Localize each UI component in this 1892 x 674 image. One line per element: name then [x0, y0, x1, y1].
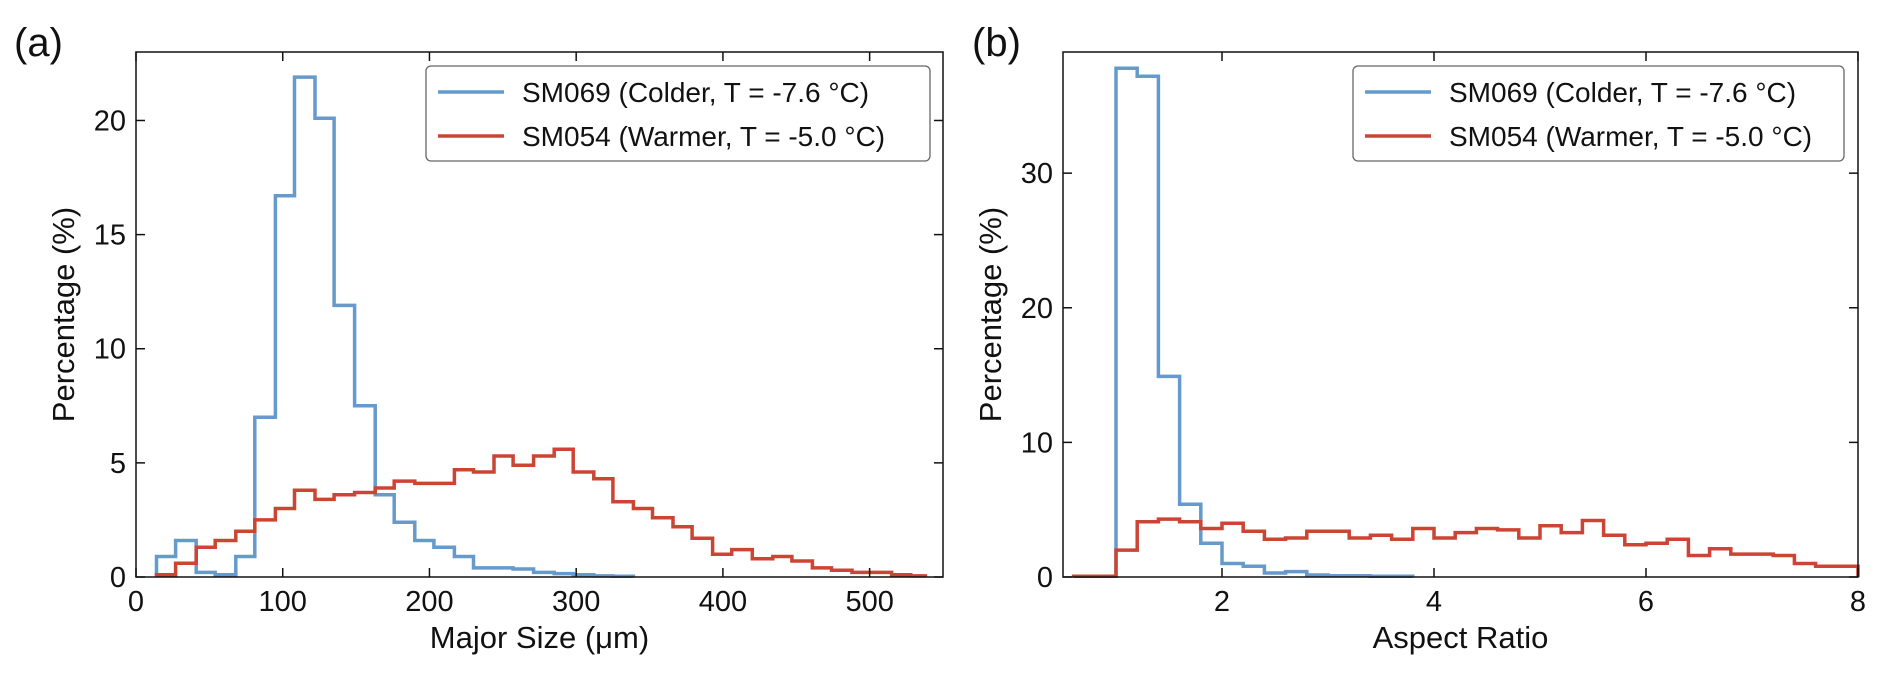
y-tick-label: 0 — [1037, 562, 1053, 594]
x-tick-label: 2 — [1214, 586, 1230, 618]
legend-label: SM069 (Colder, T = -7.6 °C) — [522, 77, 869, 108]
panel-label: (a) — [14, 21, 63, 65]
x-tick-label: 0 — [128, 586, 144, 618]
x-tick-label: 200 — [405, 586, 453, 618]
x-tick-label: 100 — [259, 586, 307, 618]
legend: SM069 (Colder, T = -7.6 °C) SM054 (Warmer… — [1352, 65, 1845, 162]
y-tick-label: 30 — [1021, 158, 1053, 190]
y-axis-label: Percentage (%) — [973, 207, 1008, 422]
panel-a: (a) 0 100 200 300 400 500 0 5 10 15 20 Major Size (… — [14, 21, 944, 655]
x-tick-label: 8 — [1850, 586, 1866, 618]
plot-frame — [1062, 51, 1859, 578]
panel-b: (b) 2 4 6 8 0 10 20 30 Aspect Ratio Percentage (%… — [972, 21, 1866, 655]
plot-frame — [135, 51, 944, 578]
y-tick-label: 20 — [94, 105, 126, 137]
y-tick-label: 5 — [110, 448, 126, 480]
legend-box — [425, 65, 931, 162]
y-axis-label: Percentage (%) — [46, 207, 81, 422]
x-axis-label: Aspect Ratio — [1373, 620, 1549, 655]
series-line-0 — [154, 75, 636, 579]
legend-label: SM054 (Warmer, T = -5.0 °C) — [522, 121, 885, 152]
series-line-0 — [1114, 66, 1415, 579]
x-tick-label: 500 — [845, 586, 893, 618]
x-tick-label: 4 — [1426, 586, 1442, 618]
y-tick-label: 15 — [94, 220, 126, 252]
x-axis-label: Major Size (μm) — [430, 620, 649, 655]
y-tick-label: 10 — [1021, 427, 1053, 459]
y-tick-label: 20 — [1021, 293, 1053, 325]
y-tick-label: 0 — [110, 562, 126, 594]
series-line-1 — [154, 447, 928, 578]
y-tick-label: 10 — [94, 334, 126, 366]
panel-label: (b) — [972, 21, 1021, 65]
x-tick-label: 400 — [699, 586, 747, 618]
series-line-1 — [1071, 517, 1860, 579]
legend-label: SM054 (Warmer, T = -5.0 °C) — [1449, 121, 1812, 152]
legend-label: SM069 (Colder, T = -7.6 °C) — [1449, 77, 1796, 108]
legend-box — [1352, 65, 1845, 162]
x-tick-label: 6 — [1638, 586, 1654, 618]
x-tick-label: 300 — [552, 586, 600, 618]
legend: SM069 (Colder, T = -7.6 °C) SM054 (Warmer… — [425, 65, 931, 162]
